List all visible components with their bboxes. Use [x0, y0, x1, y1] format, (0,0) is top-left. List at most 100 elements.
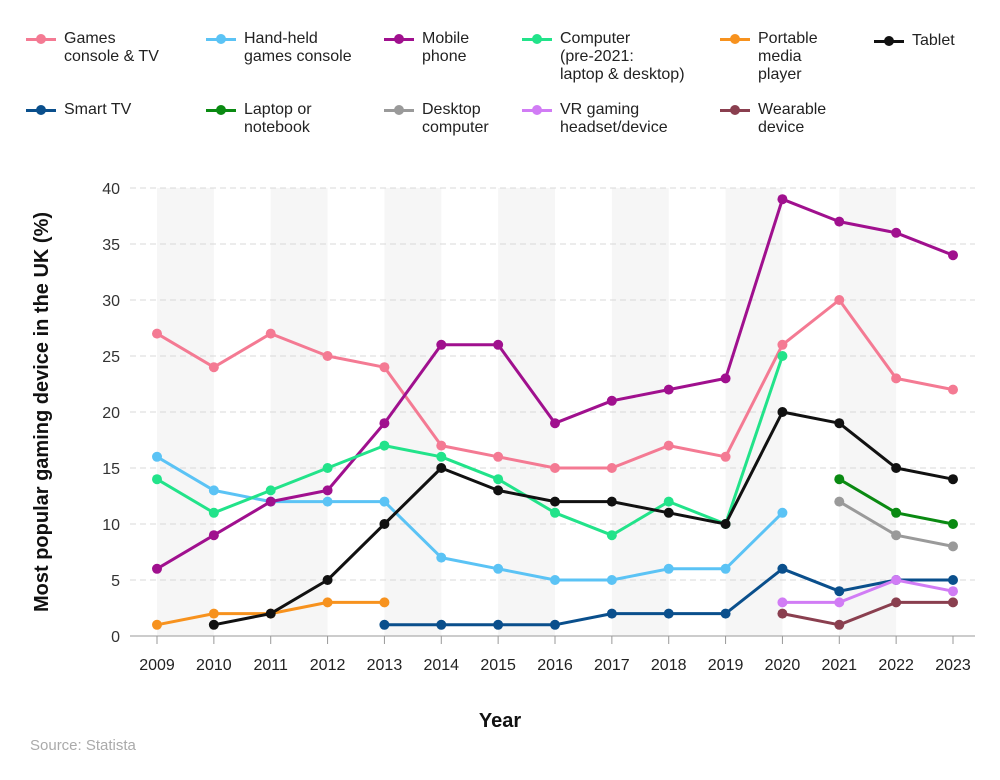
data-point-mobile-phone [152, 563, 162, 574]
series-line-tablet [213, 410, 954, 627]
data-point-desktop-computer [891, 530, 902, 541]
series-line-wearable-device [782, 600, 953, 627]
data-point-smart-tv [948, 575, 958, 585]
y-tick-label: 15 [102, 461, 120, 478]
x-tick-label: 2010 [196, 657, 232, 674]
data-point-vr-gaming-headset-device [777, 597, 788, 608]
data-point-portable-media-player [322, 597, 333, 608]
legend-label: VR gaming headset/device [560, 101, 668, 136]
data-point-vr-gaming-headset-device [948, 586, 958, 597]
data-point-hand-held-games-console [436, 552, 447, 563]
x-tick-label: 2020 [765, 657, 801, 674]
data-point-desktop-computer [834, 496, 845, 507]
legend-line-marker-icon [384, 30, 414, 48]
legend-item: Smart TV [26, 101, 131, 119]
data-point-games-console-tv [436, 440, 447, 451]
x-tick-label: 2011 [254, 657, 289, 674]
data-point-smart-tv [606, 608, 617, 619]
y-tick-label: 40 [102, 181, 120, 198]
data-point-games-console-tv [550, 463, 560, 473]
data-point-games-console-tv [834, 295, 845, 305]
data-point-laptop-or-notebook [891, 507, 902, 518]
legend-label: Laptop or notebook [244, 101, 312, 136]
series-line-hand-held-games-console [156, 455, 784, 582]
data-point-tablet [606, 496, 617, 507]
data-point-mobile-phone [436, 339, 447, 350]
data-point-games-console-tv [322, 351, 333, 361]
legend-line-marker-icon [874, 32, 904, 50]
x-tick-label: 2017 [594, 657, 630, 674]
legend-line-marker-icon [720, 30, 750, 48]
data-point-games-console-tv [663, 440, 674, 451]
legend-line-marker-icon [206, 101, 236, 119]
data-point-tablet [891, 463, 902, 473]
legend-item: Computer (pre-2021: laptop & desktop) [522, 30, 685, 84]
data-point-hand-held-games-console [550, 575, 560, 585]
data-point-vr-gaming-headset-device [834, 597, 845, 608]
data-point-smart-tv [493, 619, 504, 630]
y-tick-label: 5 [111, 573, 120, 590]
data-point-computer-pre-2021-laptop-desktop [436, 451, 447, 462]
data-point-games-console-tv [891, 373, 902, 384]
legend-item: Hand-held games console [206, 30, 352, 66]
y-tick-label: 25 [102, 349, 120, 366]
legend-item: Games console & TV [26, 30, 159, 66]
legend-label: Tablet [912, 32, 955, 49]
data-point-computer-pre-2021-laptop-desktop [550, 507, 560, 518]
y-axis-title: Most popular gaming device in the UK (%) [31, 212, 53, 612]
legend-item: Portable media player [720, 30, 818, 84]
data-point-wearable-device [834, 619, 845, 630]
x-tick-label: 2019 [708, 657, 744, 674]
background-band [270, 188, 328, 636]
data-point-tablet [720, 519, 731, 529]
data-point-computer-pre-2021-laptop-desktop [606, 530, 617, 541]
series-line-vr-gaming-headset-device [782, 578, 954, 604]
y-tick-label: 20 [102, 405, 120, 422]
y-tick-label: 35 [102, 237, 120, 254]
data-point-mobile-phone [265, 496, 276, 507]
legend-line-marker-icon [26, 101, 56, 119]
legend-item: Wearable device [720, 101, 826, 137]
source-note: Source: Statista [30, 737, 136, 754]
data-point-hand-held-games-console [379, 496, 390, 507]
legend-label: Desktop computer [422, 101, 489, 136]
legend-item: Laptop or notebook [206, 101, 312, 137]
x-axis-title: Year [479, 710, 521, 732]
data-point-computer-pre-2021-laptop-desktop [152, 474, 162, 485]
data-point-games-console-tv [493, 451, 504, 462]
data-point-hand-held-games-console [322, 496, 333, 507]
data-point-tablet [663, 507, 674, 518]
data-point-mobile-phone [379, 418, 390, 429]
data-point-tablet [493, 485, 504, 496]
legend-label: Computer (pre-2021: laptop & desktop) [560, 30, 685, 83]
data-point-smart-tv [550, 619, 560, 630]
data-point-smart-tv [777, 563, 788, 574]
data-point-games-console-tv [777, 339, 788, 350]
data-point-games-console-tv [606, 463, 617, 473]
data-point-laptop-or-notebook [948, 519, 958, 529]
data-point-games-console-tv [948, 384, 958, 395]
legend-line-marker-icon [206, 30, 236, 48]
data-point-games-console-tv [152, 328, 162, 339]
data-point-hand-held-games-console [208, 485, 219, 496]
data-point-computer-pre-2021-laptop-desktop [663, 496, 674, 507]
data-point-mobile-phone [208, 530, 219, 541]
data-point-laptop-or-notebook [834, 474, 845, 485]
data-point-mobile-phone [550, 418, 560, 429]
legend-item: Desktop computer [384, 101, 489, 137]
data-point-smart-tv [720, 608, 731, 619]
data-point-tablet [265, 608, 276, 619]
data-point-smart-tv [436, 619, 447, 630]
data-point-hand-held-games-console [720, 563, 731, 574]
x-tick-label: 2012 [310, 657, 346, 674]
x-tick-label: 2014 [423, 657, 459, 674]
legend-label: Hand-held games console [244, 30, 352, 65]
data-point-computer-pre-2021-laptop-desktop [208, 507, 219, 518]
data-point-hand-held-games-console [493, 563, 504, 574]
x-tick-label: 2015 [480, 657, 516, 674]
legend-line-marker-icon [720, 101, 750, 119]
data-point-computer-pre-2021-laptop-desktop [379, 440, 390, 451]
data-point-mobile-phone [834, 216, 845, 227]
